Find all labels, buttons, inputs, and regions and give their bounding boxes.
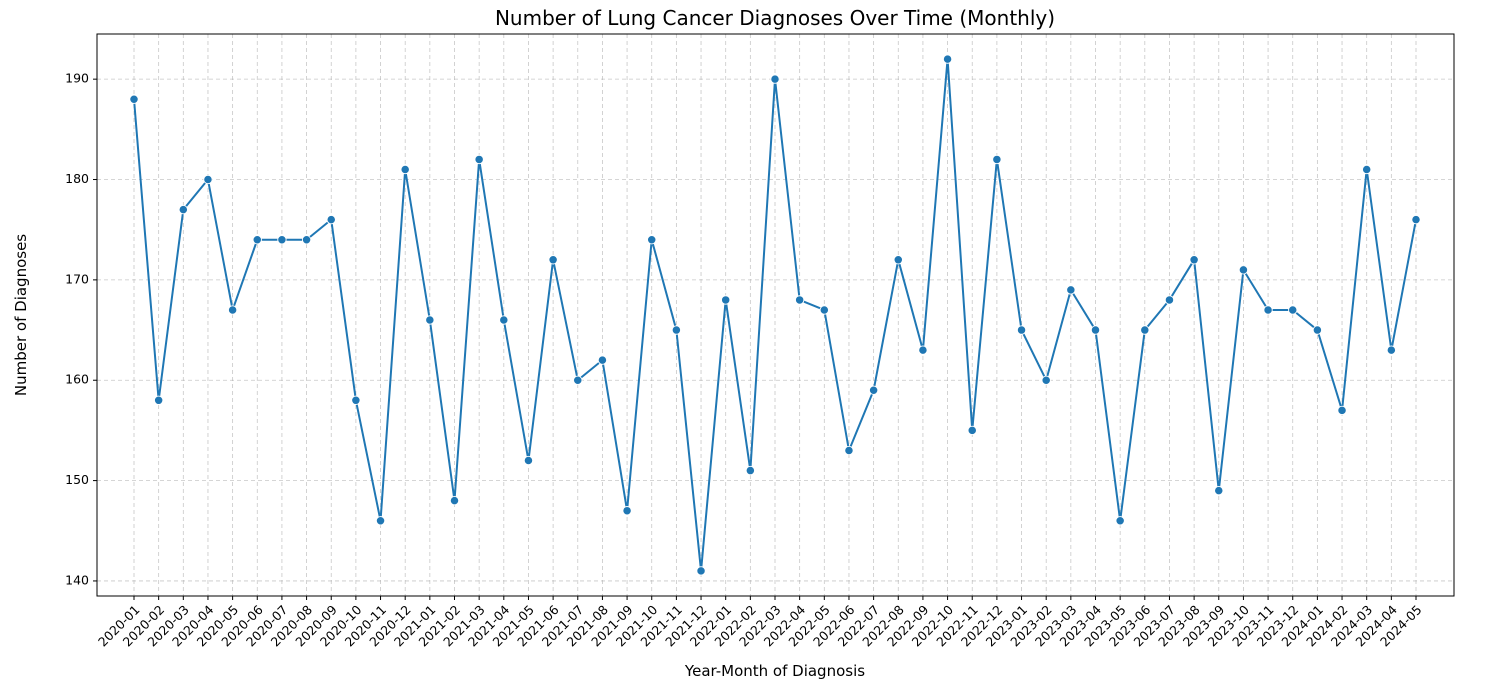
data-point — [671, 325, 682, 335]
series-layer — [129, 54, 1421, 576]
data-point — [326, 215, 336, 225]
data-point — [622, 506, 632, 516]
chart-title: Number of Lung Cancer Diagnoses Over Tim… — [495, 6, 1055, 30]
data-point — [745, 465, 755, 476]
data-point — [375, 516, 386, 526]
y-tick-label: 190 — [65, 71, 89, 86]
data-point — [770, 74, 780, 84]
data-point — [301, 235, 312, 245]
data-point — [252, 235, 262, 245]
grid-layer — [97, 34, 1454, 596]
data-point — [1090, 325, 1101, 335]
data-point — [893, 255, 903, 265]
data-point — [227, 305, 238, 315]
data-point — [1016, 325, 1027, 335]
x-axis-label: Year-Month of Diagnosis — [684, 662, 865, 680]
data-point — [1312, 325, 1323, 335]
data-point — [1411, 215, 1421, 225]
data-point — [203, 174, 213, 185]
data-point — [1238, 265, 1249, 275]
data-point — [819, 305, 829, 315]
y-tick-label: 180 — [65, 171, 89, 186]
data-point — [918, 345, 928, 355]
data-point — [178, 204, 188, 215]
data-point — [277, 235, 287, 245]
data-point — [992, 154, 1002, 165]
plot-frame — [96, 33, 1455, 597]
data-point — [523, 455, 534, 466]
data-point — [1189, 255, 1199, 265]
data-point — [647, 235, 657, 245]
data-point — [868, 385, 879, 395]
data-point — [721, 295, 731, 305]
data-point — [942, 54, 953, 64]
data-point — [1140, 325, 1150, 335]
data-point — [351, 395, 361, 405]
data-point — [154, 395, 164, 405]
data-point — [597, 355, 608, 365]
data-point — [1164, 295, 1175, 305]
y-tick-label: 170 — [65, 271, 89, 286]
y-tick-label: 140 — [65, 572, 89, 587]
data-point — [449, 496, 460, 506]
data-point — [1041, 375, 1051, 385]
data-point — [548, 255, 558, 265]
data-point — [425, 315, 435, 325]
y-tick-label: 160 — [65, 372, 89, 387]
data-point — [573, 375, 583, 385]
data-point — [1362, 164, 1372, 175]
data-point — [474, 154, 484, 165]
data-point — [844, 445, 854, 456]
data-point — [795, 295, 805, 305]
y-tick-label: 150 — [65, 472, 89, 487]
data-point — [129, 94, 139, 104]
data-point — [1115, 516, 1125, 526]
data-point — [1263, 305, 1273, 315]
data-point — [1288, 305, 1298, 315]
data-point — [1214, 485, 1224, 496]
data-point — [499, 315, 509, 325]
data-point — [696, 566, 706, 576]
data-point — [1066, 285, 1076, 295]
data-point — [967, 425, 977, 436]
tick-layer: 2020-012020-022020-032020-042020-052020-… — [65, 71, 1424, 650]
data-point — [1337, 405, 1347, 415]
data-point — [400, 164, 410, 175]
y-axis-label: Number of Diagnoses — [12, 234, 30, 396]
data-point — [1386, 345, 1396, 355]
